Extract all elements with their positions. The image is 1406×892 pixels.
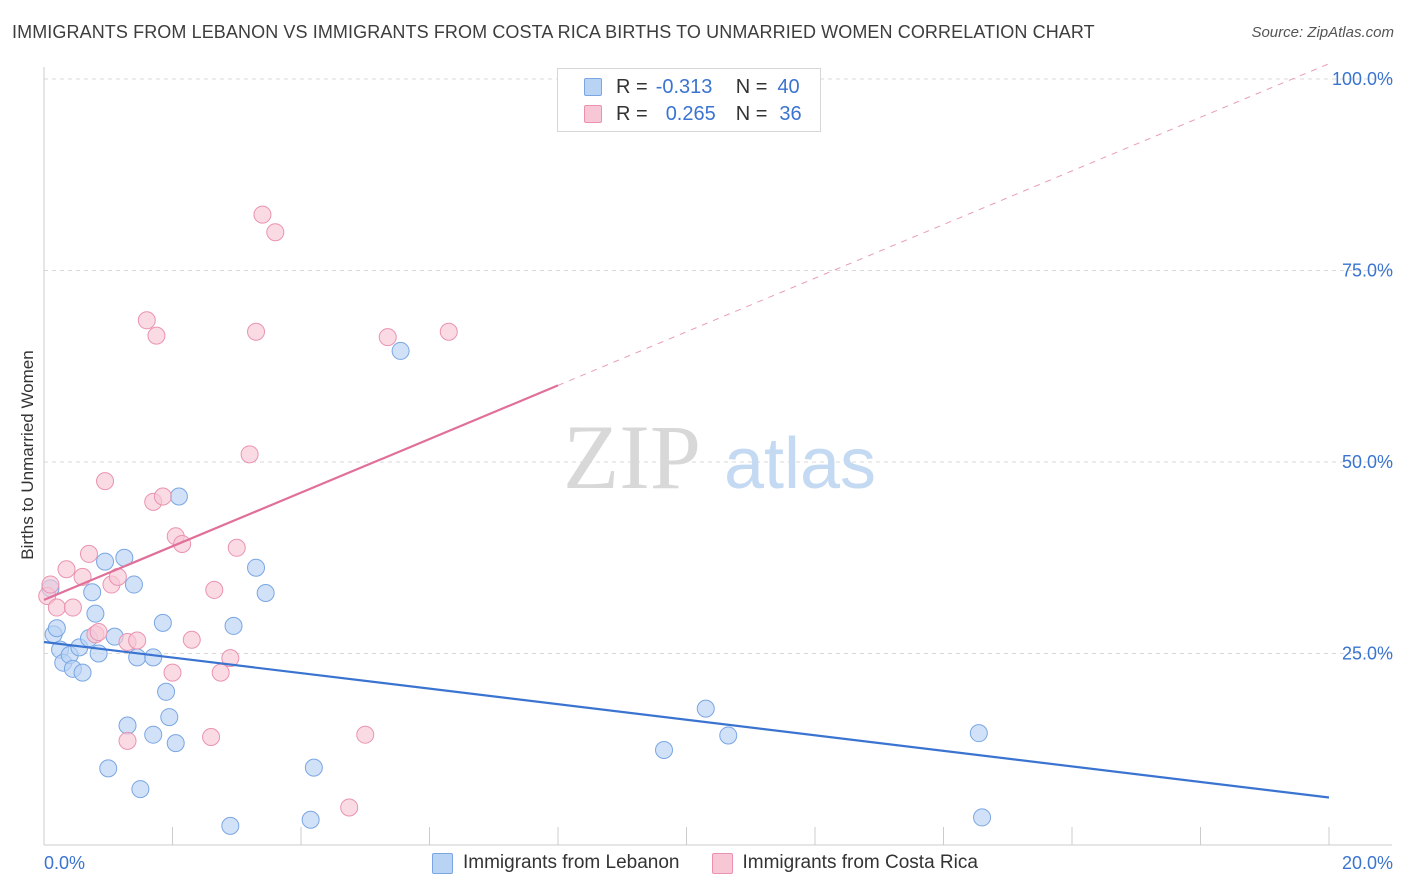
chart-title: IMMIGRANTS FROM LEBANON VS IMMIGRANTS FR… [12,22,1095,42]
trend-line-costa-rica [43,384,559,601]
point-lebanon [969,724,988,743]
point-costa-rica [340,798,359,817]
point-costa-rica [247,322,266,341]
trend-lines [43,63,1330,799]
point-lebanon [973,808,992,827]
point-costa-rica [96,472,115,491]
point-lebanon [301,810,320,829]
stats-legend: R = -0.313 N = 40 R = 0.265 N = 36 [557,68,821,132]
x-tick-label: 20.0% [1342,853,1393,873]
point-lebanon [128,648,147,667]
legend-r-value: 0.265 [665,102,716,125]
point-lebanon [166,734,185,753]
point-costa-rica [63,598,82,617]
legend-n-value: 36 [779,102,802,125]
legend-swatch-costa-rica [711,852,733,874]
legend-n-value: 40 [777,75,800,98]
tick-labels: 25.0% 50.0% 75.0% 100.0% 0.0% 20.0% [44,69,1393,873]
point-costa-rica [202,727,221,746]
y-tick-label: 100.0% [1332,69,1393,89]
point-lebanon [304,758,323,777]
point-lebanon [256,583,275,602]
point-costa-rica [240,445,259,464]
point-lebanon [719,726,738,745]
point-costa-rica [89,623,108,642]
point-lebanon [696,699,715,718]
point-costa-rica [57,560,76,579]
point-lebanon [73,663,92,682]
point-lebanon [86,604,105,623]
y-tick-label: 75.0% [1342,261,1393,281]
series-legend: Immigrants from Lebanon Immigrants from … [432,852,1010,874]
point-costa-rica [137,311,156,330]
y-axis-label: Births to Unmarried Women [18,350,37,560]
gridlines [44,78,1392,654]
point-costa-rica [227,538,246,557]
point-lebanon [144,725,163,744]
point-costa-rica [47,598,66,617]
point-costa-rica [163,663,182,682]
point-costa-rica [253,205,272,224]
legend-r-label: R = [616,75,648,98]
point-lebanon [83,583,102,602]
legend-r-value: -0.313 [655,75,713,98]
point-lebanon [47,619,66,638]
point-lebanon [124,575,143,594]
legend-label-lebanon: Immigrants from Lebanon [463,852,680,873]
point-costa-rica [182,630,201,649]
point-costa-rica [266,223,285,242]
legend-n-label: N = [735,75,768,98]
data-points [38,205,992,835]
legend-r-label: R = [616,102,648,125]
point-costa-rica [378,328,397,347]
point-lebanon [144,648,163,667]
legend-row-costa-rica: R = 0.265 N = 36 [584,102,802,126]
point-lebanon [131,780,150,799]
legend-swatch-lebanon [432,852,453,874]
y-tick-label: 50.0% [1342,452,1393,472]
point-lebanon [96,552,115,571]
legend-item-costa-rica[interactable]: Immigrants from Costa Rica [711,852,978,874]
legend-swatch-lebanon [584,78,602,96]
axes [43,67,1392,846]
source-credit: Source: ZipAtlas.com [1251,24,1394,41]
watermark: ZIP atlas [563,406,876,508]
point-lebanon [655,741,674,760]
point-costa-rica [205,580,224,599]
legend-n-label: N = [735,102,768,125]
point-costa-rica [79,544,98,563]
point-lebanon [157,682,176,701]
x-tick-label: 0.0% [44,853,85,873]
point-lebanon [221,816,240,835]
point-lebanon [118,716,137,735]
legend-row-lebanon: R = -0.313 N = 40 [584,75,800,99]
point-costa-rica [153,487,172,506]
point-costa-rica [147,326,166,345]
point-costa-rica [221,649,240,668]
point-lebanon [153,613,172,632]
point-lebanon [99,759,118,778]
legend-item-lebanon[interactable]: Immigrants from Lebanon [432,852,680,874]
point-lebanon [160,708,179,727]
point-costa-rica [439,322,458,341]
point-costa-rica [128,631,147,650]
point-costa-rica [118,731,137,750]
point-lebanon [169,487,188,506]
trend-extension-costa-rica [557,63,1330,386]
y-tick-label: 25.0% [1342,644,1393,664]
watermark-zip: ZIP [563,406,701,508]
point-costa-rica [211,663,230,682]
point-lebanon [224,616,243,635]
point-lebanon [247,558,266,577]
watermark-atlas: atlas [724,424,876,504]
point-costa-rica [41,575,60,594]
point-costa-rica [356,725,375,744]
legend-swatch-costa-rica [584,105,602,123]
trend-line-lebanon [43,640,1330,799]
legend-label-costa-rica: Immigrants from Costa Rica [742,852,978,873]
point-lebanon [391,341,410,360]
